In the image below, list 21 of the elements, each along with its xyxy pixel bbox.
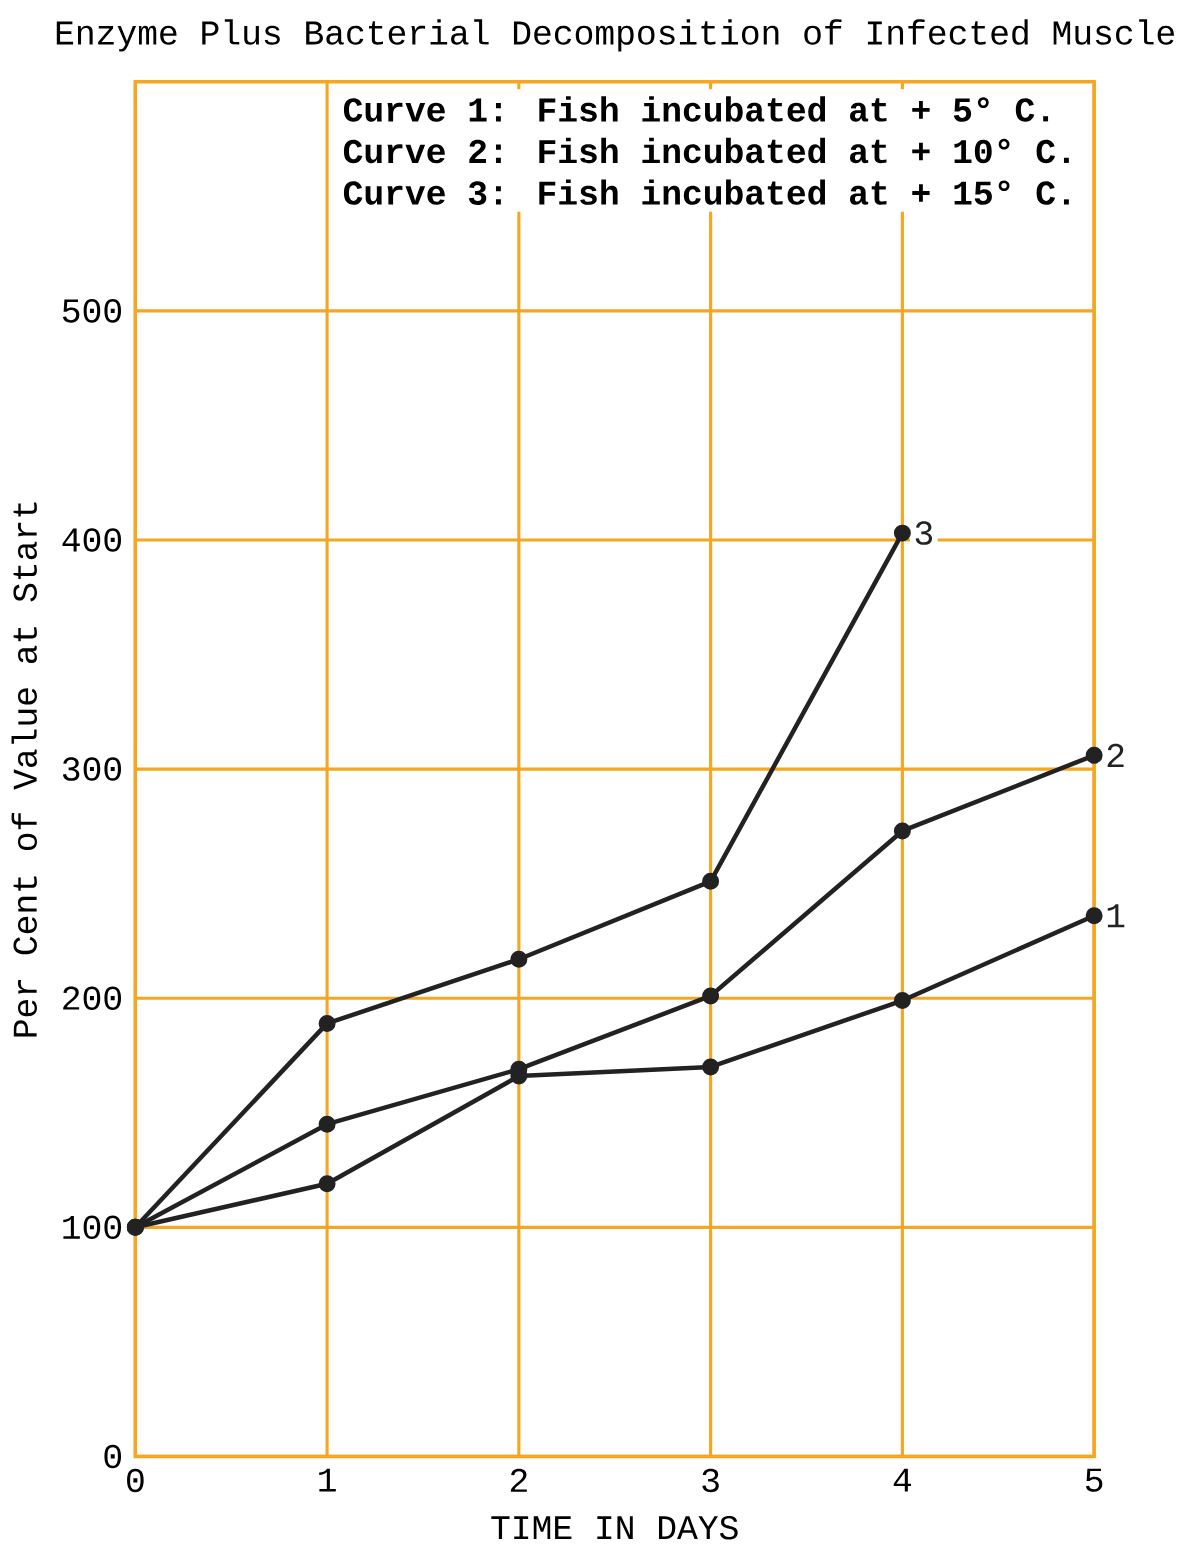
x-tick-label: 2 (510, 1468, 527, 1492)
x-tick-label: 0 (127, 1468, 144, 1493)
y-axis-title: Per Cent of Value at Start (11, 502, 37, 1037)
series-label: 3 (915, 521, 933, 545)
x-tick-label: 1 (319, 1468, 336, 1492)
x-tick-label: 3 (702, 1468, 719, 1493)
annotation: Curve 1: Fish incubated at + 5° C. (343, 96, 1049, 122)
y-tick-label: 400 (62, 528, 122, 552)
x-tick-label: 5 (1085, 1468, 1103, 1492)
y-tick-label: 0 (104, 1444, 122, 1469)
chart-title: Enzyme Plus Bacterial Decomposition of Infected Muscle (56, 19, 1174, 52)
series-label: 2 (1107, 743, 1124, 767)
annotation: Curve 3: Fish incubated at + 15° C. (343, 179, 1069, 205)
x-tick-label: 4 (893, 1468, 912, 1492)
x-axis-title: TIME IN DAYS (491, 1515, 738, 1540)
series-label: 1 (1107, 904, 1125, 928)
annotation: Curve 2: Fish incubated at + 10° C. (343, 137, 1069, 164)
y-tick-label: 100 (63, 1215, 122, 1240)
y-tick-label: 300 (62, 757, 122, 781)
y-tick-label: 500 (62, 299, 122, 323)
y-tick-label: 200 (63, 986, 122, 1010)
